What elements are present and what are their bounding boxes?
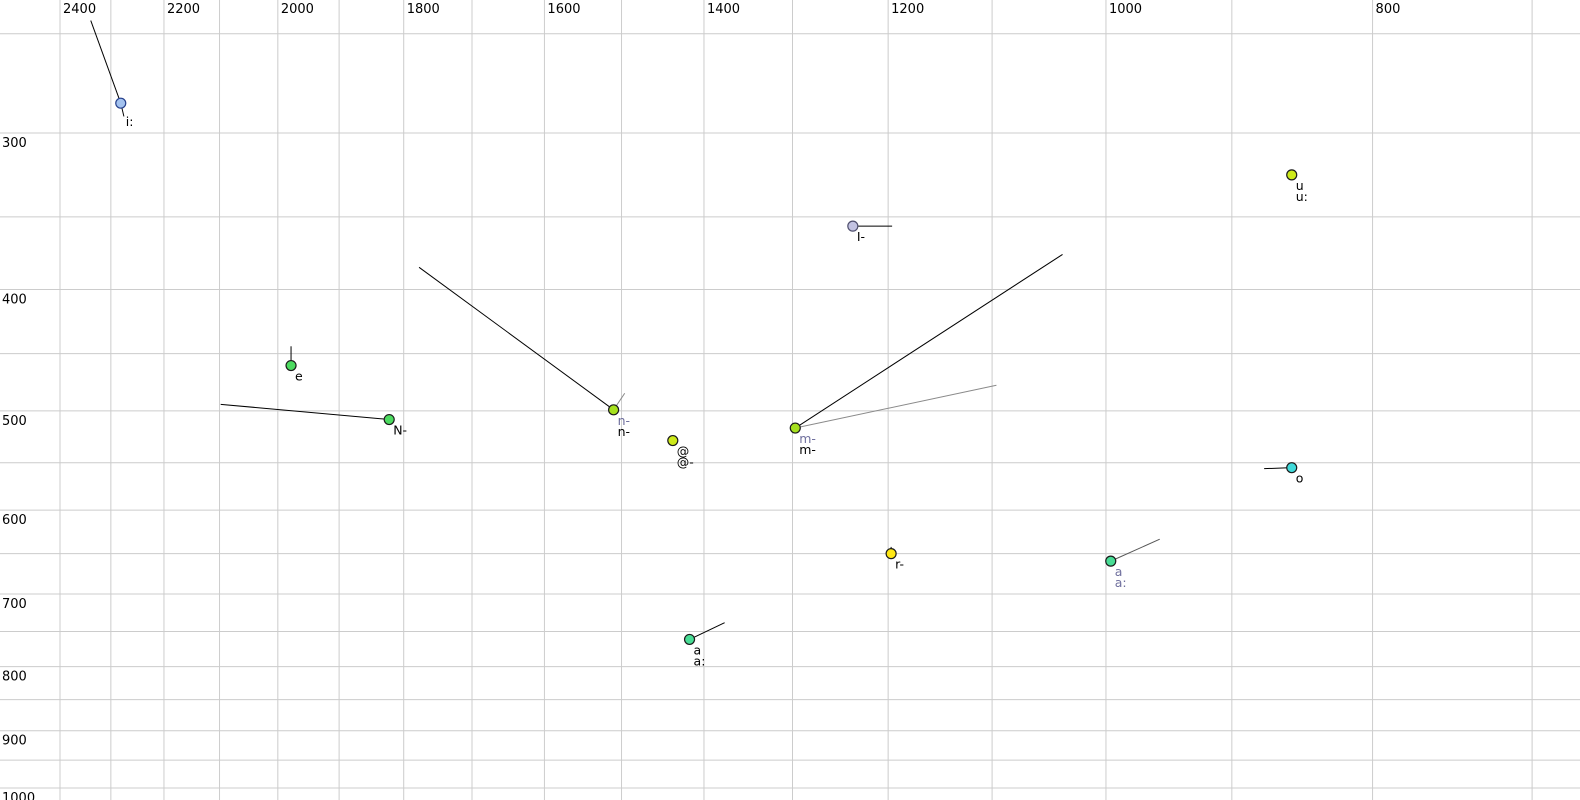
vowel-point-N-: N- [220,403,407,438]
y-tick-label-600: 600 [2,513,27,528]
data-point-dot[interactable] [885,548,897,560]
x-tick-label-1600: 1600 [547,2,580,17]
vowel-point-I-: I- [847,220,893,244]
vowel-point-e: e [285,346,303,384]
trajectory-line [689,622,725,640]
x-tick-label-1800: 1800 [407,2,440,17]
point-label: a: [694,653,706,668]
point-label: m- [799,442,816,457]
vowel-point-n-: n-n- [418,266,630,439]
point-label: I- [857,229,865,244]
x-tick-label-800: 800 [1376,2,1401,17]
data-point-dot[interactable] [1286,169,1298,181]
point-label: a [694,642,702,657]
trajectory-line [220,403,390,421]
y-tick-label-900: 900 [2,734,27,749]
vowel-point-o: o [1264,462,1304,486]
point-label: i: [126,114,134,129]
data-point-dot[interactable] [789,422,801,434]
point-label: n- [618,413,630,428]
vowel-point-m-: m-m- [789,253,1063,457]
y-tick-label-1000: 1000 [2,791,35,800]
point-label: o [1296,471,1304,486]
point-label: m- [799,431,816,446]
x-tick-label-1000: 1000 [1109,2,1142,17]
data-point-dot[interactable] [1105,555,1117,567]
point-label: u [1296,178,1304,193]
trajectory-line [1110,538,1160,562]
point-label: a [1115,564,1123,579]
data-point-dot[interactable] [115,97,127,109]
x-tick-label-1400: 1400 [707,2,740,17]
vowel-point-r-: r- [885,546,904,572]
data-point-dot[interactable] [285,359,297,372]
vowel-point-u-long: uu: [1286,169,1308,204]
trajectory-line [794,253,1063,429]
data-point-dot[interactable] [847,220,859,232]
axis-tick-labels: 2400 2200 2000 1800 1600 1400 1200 1000 800 300 40… [2,2,1400,800]
data-point-dot[interactable] [667,434,679,447]
point-label: N- [393,423,407,438]
point-label: n- [618,424,630,439]
point-label: u: [1296,189,1308,204]
point-label: @ [677,444,690,459]
point-label: a: [1115,575,1127,590]
y-tick-label-500: 500 [2,414,27,429]
y-tick-label-800: 800 [2,670,27,685]
x-tick-label-2000: 2000 [281,2,314,17]
x-tick-label-1200: 1200 [891,2,924,17]
data-point-dot[interactable] [1286,462,1298,474]
data-point-dot[interactable] [607,404,620,416]
vowel-point-a-long-back: aa: [1105,538,1160,590]
trajectory-line [418,266,614,411]
point-label: @- [677,455,694,470]
vowel-point-a-long-front: aa: [683,622,725,668]
x-tick-label-2200: 2200 [167,2,200,17]
trajectory-line [90,20,122,104]
y-tick-label-700: 700 [2,597,27,612]
x-tick-label-2400: 2400 [63,2,96,17]
y-tick-label-400: 400 [2,293,27,308]
point-label: r- [895,557,904,572]
data-point-dot[interactable] [683,633,696,646]
point-label: e [295,369,303,384]
data-point-dot[interactable] [383,413,395,426]
vowel-point-i-long: i: [90,20,134,129]
trajectory-line [795,384,997,429]
y-tick-label-300: 300 [2,136,27,151]
vowel-point-schwa-: @@- [667,434,694,470]
